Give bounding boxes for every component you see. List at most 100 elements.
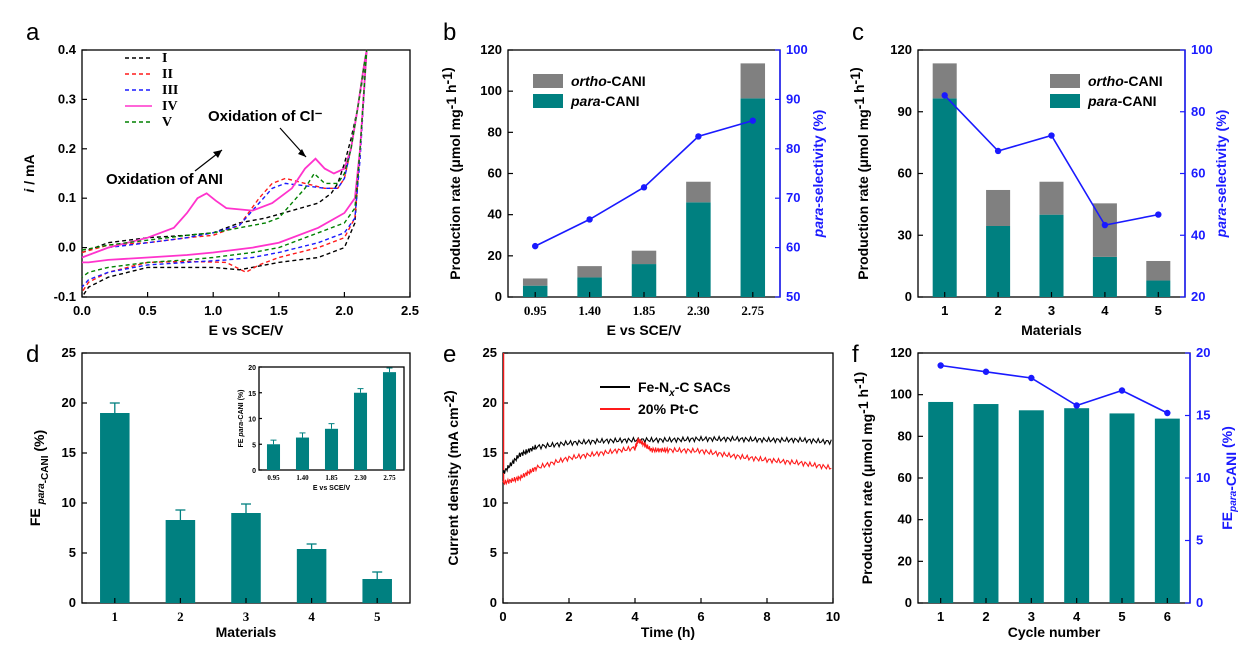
panel-d-inset-xtick-label: 1.40: [296, 474, 309, 482]
panel-label-d: d: [26, 341, 39, 368]
panel-d-ytick-label: 10: [62, 495, 76, 510]
panel-d-inset-xtick-label: 2.30: [354, 474, 367, 482]
panel-c-y2tick-label: 20: [1191, 289, 1205, 304]
panel-e-xtick-label: 2: [565, 609, 572, 624]
panel-d-inset-xtick-label: 0.95: [267, 474, 280, 482]
panel-a-series-V: [81, 49, 368, 278]
panel-a-xtick-label: 0.5: [139, 303, 157, 318]
panel-b-xtick-label: 2.30: [687, 303, 710, 318]
panel-d-inset-xtick-label: 2.75: [383, 474, 396, 482]
panel-c-bar-para: [1146, 280, 1171, 297]
panel-a-xtick-label: 1.5: [270, 303, 288, 318]
panel-c-legend-para: para-CANI: [1087, 93, 1156, 109]
panel-f-y2tick-label: 15: [1196, 408, 1210, 423]
panel-b-xlabel: E vs SCE/V: [607, 322, 682, 338]
panel-d-inset-ytick-label: 10: [248, 417, 256, 424]
panel-f-xtick-label: 6: [1164, 609, 1171, 624]
panel-label-f: f: [852, 341, 859, 368]
panel-b-bar-ortho: [686, 181, 711, 203]
panel-c-ytick-label: 0: [905, 289, 912, 304]
panel-a-ylabel: i / mA: [21, 154, 37, 192]
panel-b-legend-ortho: ortho-CANI: [571, 73, 646, 89]
panel-label-a: a: [26, 19, 40, 46]
panel-c-ytick-label: 120: [890, 42, 912, 57]
panel-e-xtick-label: 10: [826, 609, 840, 624]
panel-c-selectivity-point: [941, 92, 948, 99]
panel-b-selectivity-point: [586, 216, 593, 223]
panel-f-y2label: FEpara-CANI (%): [1219, 426, 1239, 530]
panel-d-inset-bar: [295, 437, 310, 470]
panel-b-y2tick-label: 90: [786, 91, 800, 106]
panel-f-fe-point: [1073, 402, 1080, 409]
panel-label-e: e: [443, 341, 456, 368]
panel-b-selectivity-point: [640, 184, 648, 191]
panel-b-y2tick-label: 50: [786, 289, 800, 304]
panel-label-b: b: [443, 19, 456, 46]
panel-d-inset-ytick-label: 0: [252, 468, 256, 475]
panel-a-ytick-label: 0.2: [58, 141, 76, 156]
panel-e-ytick-label: 5: [490, 545, 497, 560]
panel-label-c: c: [852, 19, 864, 46]
panel-f-fe-line: [940, 364, 1168, 414]
panel-a-annotation-ani: Oxidation of ANI: [106, 171, 223, 188]
panel-f-ytick-label: 40: [898, 512, 912, 527]
panel-a-xtick-label: 2.0: [335, 303, 353, 318]
panel-b-legend-swatch-para: [533, 94, 563, 108]
panel-f-xtick-label: 3: [1028, 609, 1035, 624]
panel-d-ytick-label: 20: [62, 395, 76, 410]
panel-b-bar-ortho: [740, 63, 766, 99]
panel-f-bar: [1109, 413, 1135, 603]
panel-b-ytick-label: 100: [480, 83, 502, 98]
panel-b-legend-para: para-CANI: [570, 93, 639, 109]
panel-b-xtick-label: 1.85: [633, 303, 656, 318]
panel-b-xtick-label: 0.95: [524, 303, 547, 318]
panel-d-ytick-label: 0: [69, 595, 76, 610]
panel-b-y2label: para-selectivity (%): [810, 110, 826, 239]
panel-b-bar-ortho: [577, 266, 602, 278]
panel-e-legend-fe: Fe-Nx-C SACs: [638, 379, 731, 399]
panel-c-ytick-label: 30: [898, 227, 912, 242]
panel-a-frame: [81, 49, 411, 298]
panel-b-bar-para: [686, 202, 711, 297]
panel-f-frame: [917, 352, 1191, 604]
panel-c-y2tick-label: 100: [1191, 42, 1213, 57]
panel-f-fe-point: [982, 368, 990, 375]
panel-d-ytick-label: 25: [62, 345, 76, 360]
panel-c-xtick-label: 4: [1101, 303, 1109, 318]
panel-a-legend-label-II: II: [162, 67, 173, 82]
panel-c-bar-ortho: [1146, 260, 1171, 281]
panel-c-ytick-label: 90: [898, 104, 912, 119]
panel-b-bar-para: [577, 277, 602, 297]
panel-b-selectivity-point: [532, 242, 539, 250]
panel-e-series-fe: [502, 434, 832, 474]
panel-a-ytick-label: 0.3: [58, 91, 76, 106]
panel-c-selectivity-point: [1101, 221, 1109, 229]
panel-b-bar-para: [740, 98, 766, 297]
panel-d-xtick-label: 2: [177, 609, 184, 624]
panel-a-series-IV: [81, 49, 368, 264]
panel-d-ytick-label: 5: [69, 545, 76, 560]
panel-d-xlabel: Materials: [216, 624, 277, 640]
panel-b-legend-swatch-ortho: [533, 74, 563, 88]
panel-e-xtick-label: 6: [697, 609, 704, 624]
panel-b-bar-para: [522, 285, 548, 297]
panel-b-y2tick-label: 70: [786, 190, 800, 205]
panel-d-inset-xlabel: E vs SCE/V: [313, 485, 351, 492]
panel-a-ytick-label: 0.1: [58, 190, 76, 205]
panel-f-fe-point: [1118, 387, 1126, 394]
panel-b-xtick-label: 1.40: [578, 303, 601, 318]
panel-f-bar: [928, 401, 954, 603]
panel-d-inset-bar: [353, 392, 368, 470]
panel-c-bar-para: [986, 225, 1011, 297]
panel-b-bar-ortho: [631, 250, 657, 265]
panel-a-legend-label-III: III: [162, 83, 178, 98]
panel-a-ytick-label: -0.1: [54, 289, 76, 304]
panel-d-inset-ytick-label: 5: [252, 442, 256, 449]
panel-e-series-pt: [502, 436, 832, 486]
panel-f-bar: [973, 404, 999, 603]
panel-c-bar-ortho: [1039, 181, 1064, 215]
panel-f-y2tick-label: 10: [1196, 470, 1210, 485]
panel-b-ytick-label: 80: [488, 124, 502, 139]
panel-f-y2tick-label: 20: [1196, 345, 1210, 360]
panel-d-bar: [165, 520, 196, 603]
